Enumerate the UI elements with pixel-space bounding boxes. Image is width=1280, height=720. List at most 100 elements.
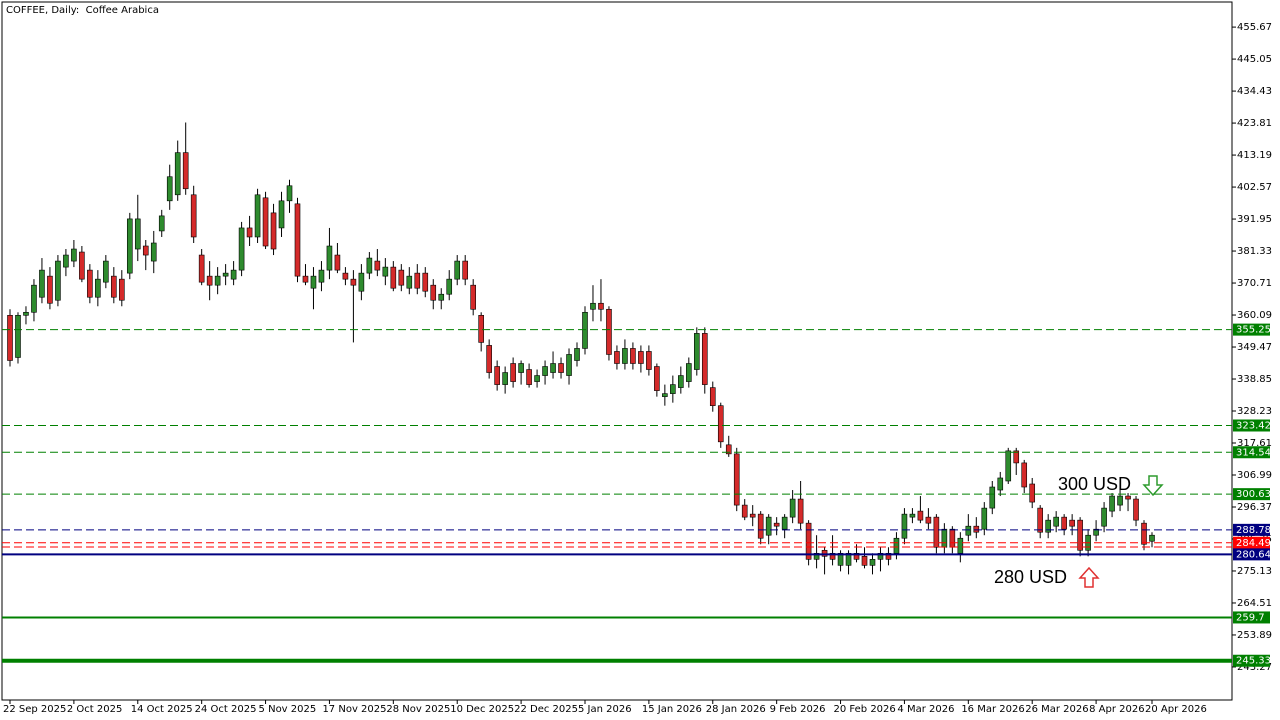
candle-body	[789, 498, 796, 518]
candle-body	[1125, 495, 1131, 500]
candle-body	[182, 152, 189, 190]
candle-body	[294, 203, 301, 277]
annotation: 300 USD	[1058, 474, 1131, 494]
candle-body	[438, 293, 445, 301]
candle-body	[1037, 507, 1043, 533]
annotation: 280 USD	[994, 567, 1067, 587]
candle-body	[877, 552, 884, 560]
candle-body	[326, 245, 333, 271]
candle-body	[901, 513, 908, 539]
x-tick-label: 8 Apr 2026	[1089, 704, 1144, 715]
y-tick-label: 423.81	[1237, 118, 1272, 129]
candle-body	[717, 405, 724, 443]
candle-body	[262, 197, 269, 247]
candle-body	[478, 315, 484, 343]
x-tick-label: 17 Nov 2025	[322, 704, 386, 715]
candle-body	[917, 510, 924, 521]
candle-body	[965, 525, 972, 536]
candle-body	[142, 245, 149, 256]
candle-body	[1077, 519, 1083, 551]
level-label: 288.78	[1236, 525, 1271, 536]
candle-body	[1045, 519, 1051, 533]
candle-body	[957, 537, 964, 554]
candle-body	[246, 227, 253, 238]
candle-body	[1013, 450, 1020, 464]
candle-body	[390, 266, 397, 289]
level-label-bg	[1233, 611, 1270, 624]
candle-body	[598, 302, 604, 310]
y-tick-label: 328.23	[1237, 406, 1272, 417]
candle-body	[1069, 519, 1075, 527]
candle-body	[230, 269, 237, 280]
candle-body	[254, 194, 261, 238]
level-label-bg	[1233, 488, 1270, 501]
candle-body	[701, 333, 708, 385]
candle-body	[358, 272, 365, 292]
y-tick-label: 243.27	[1237, 662, 1272, 673]
candle-body	[1141, 522, 1147, 545]
candle-body	[1053, 516, 1059, 527]
candle-body	[749, 513, 756, 518]
candle-body	[374, 260, 381, 271]
candle-body	[893, 537, 900, 554]
candle-body	[821, 549, 828, 557]
candle-body	[502, 372, 508, 385]
x-tick-label: 24 Oct 2025	[195, 704, 257, 715]
candle-body	[462, 260, 469, 280]
candle-body	[39, 269, 45, 298]
candle-body	[430, 284, 437, 301]
candle-body	[470, 284, 476, 310]
candle-body	[550, 363, 556, 373]
candle-body	[542, 366, 548, 376]
candle-body	[1029, 483, 1036, 503]
candle-body	[71, 248, 77, 262]
candle-body	[845, 552, 852, 566]
candle-body	[709, 387, 716, 406]
up-arrow	[1078, 566, 1100, 588]
x-tick-label: 5 Jan 2026	[578, 704, 632, 715]
candle-body	[1101, 507, 1107, 527]
x-tick-label: 15 Jan 2026	[642, 704, 702, 715]
down-arrow	[1142, 475, 1164, 497]
x-tick-label: 26 Mar 2026	[1025, 704, 1088, 715]
x-tick-label: 28 Nov 2025	[386, 704, 450, 715]
level-label: 355.25	[1236, 325, 1271, 336]
candle-body	[853, 552, 860, 560]
y-tick-label: 296.37	[1237, 502, 1272, 513]
candle-body	[662, 393, 668, 397]
y-tick-label: 338.85	[1237, 374, 1272, 385]
candle-body	[79, 251, 85, 280]
candle-body	[150, 242, 157, 262]
candle-body	[486, 345, 492, 373]
candle-body	[87, 269, 93, 298]
y-tick-label: 434.43	[1237, 86, 1272, 97]
candle-body	[558, 363, 564, 373]
candle-body	[286, 185, 293, 202]
candle-body	[334, 254, 341, 271]
candle-body	[997, 477, 1004, 491]
y-tick-label: 275.13	[1237, 566, 1272, 577]
level-label: 323.42	[1236, 420, 1271, 431]
x-tick-label: 14 Oct 2025	[131, 704, 193, 715]
candle-body	[909, 513, 916, 518]
candle-body	[973, 525, 980, 533]
level-label-bg	[1233, 654, 1270, 667]
level-label: 314.54	[1236, 447, 1271, 458]
candle-body	[574, 348, 580, 361]
candle-body	[134, 218, 141, 250]
candle-body	[111, 275, 117, 298]
y-tick-label: 306.99	[1237, 470, 1272, 481]
candle-body	[829, 552, 836, 560]
candle-body	[1005, 450, 1012, 482]
candle-body	[933, 516, 940, 548]
candle-body	[526, 369, 532, 385]
level-label-bg	[1233, 536, 1270, 549]
candle-body	[15, 315, 21, 358]
candle-body	[606, 308, 612, 355]
candle-body	[797, 498, 804, 524]
candle-body	[198, 254, 205, 283]
candle-body	[494, 366, 500, 385]
level-label-bg	[1233, 323, 1270, 336]
candle-body	[103, 260, 109, 283]
